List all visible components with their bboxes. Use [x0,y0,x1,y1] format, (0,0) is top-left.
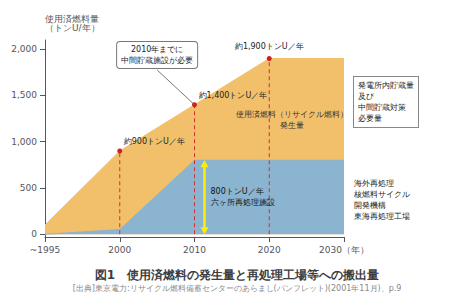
svg-text:必要量: 必要量 [358,114,382,123]
svg-text:[出典]東京電力:リサイクル燃料備蓄センターのあらまし(パン: [出典]東京電力:リサイクル燃料備蓄センターのあらまし(パンフレット)(2001… [73,284,402,293]
svg-text:核燃料サイクル: 核燃料サイクル [353,190,410,199]
svg-text:六ヶ所再処理施設: 六ヶ所再処理施設 [211,198,275,207]
svg-text:約1,900トンU／年: 約1,900トンU／年 [235,42,304,51]
svg-text:2000: 2000 [108,245,131,255]
svg-text:及び: 及び [358,92,375,101]
svg-text:中間貯蔵施設が必要: 中間貯蔵施設が必要 [121,56,193,65]
svg-text:約900トンU／年: 約900トンU／年 [124,137,185,146]
svg-text:（トンU/年）: （トンU/年） [45,23,100,33]
svg-text:500: 500 [20,183,37,193]
svg-text:800トンU／年: 800トンU／年 [211,187,264,196]
svg-text:1,000: 1,000 [11,137,37,147]
svg-text:約1,400トンU／年: 約1,400トンU／年 [199,91,268,100]
svg-text:図1 使用済燃料の発生量と再処理工場等への搬出量: 図1 使用済燃料の発生量と再処理工場等への搬出量 [95,268,379,282]
svg-text:2,000: 2,000 [11,44,37,54]
svg-text:2010年までに: 2010年までに [131,45,183,54]
svg-text:開発機構: 開発機構 [354,201,386,210]
svg-text:中間貯蔵対策: 中間貯蔵対策 [358,103,406,112]
svg-text:2020: 2020 [258,245,281,255]
svg-text:1,500: 1,500 [11,90,37,100]
svg-text:2030（年）: 2030（年） [319,245,369,255]
svg-text:発生量: 発生量 [280,121,304,130]
svg-text:使用済燃料量: 使用済燃料量 [45,13,99,24]
svg-text:使用済燃料（リサイクル燃料）: 使用済燃料（リサイクル燃料） [236,110,348,119]
svg-text:東海再処理工場: 東海再処理工場 [354,212,410,221]
svg-text:2010: 2010 [183,245,206,255]
svg-text:海外再処理: 海外再処理 [354,179,394,188]
svg-text:発電所内貯蔵量: 発電所内貯蔵量 [358,81,414,90]
svg-text:~1995: ~1995 [30,245,60,255]
svg-text:0: 0 [31,229,37,239]
